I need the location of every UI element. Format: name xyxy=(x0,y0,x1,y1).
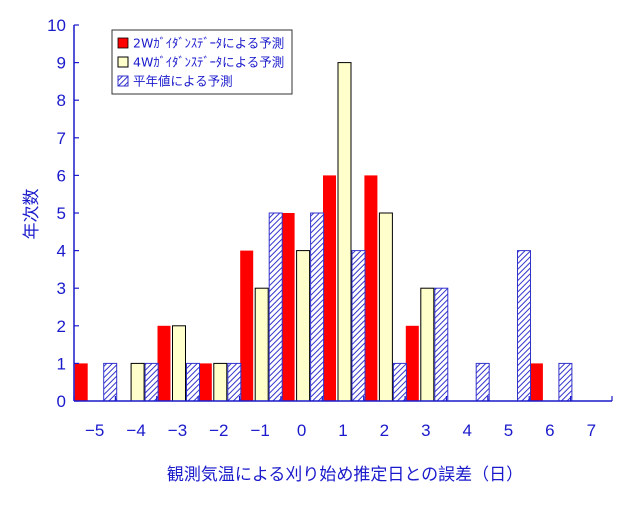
bar-series2-cat2 xyxy=(172,325,186,402)
bar-series3-cat7 xyxy=(392,362,407,402)
y-tick-label: 1 xyxy=(57,354,66,373)
legend-label-2w: 2Wｶﾞｲﾀﾞﾝｽﾃﾞｰﾀによる予測 xyxy=(133,36,284,51)
legend-label-4w: 4Wｶﾞｲﾀﾞﾝｽﾃﾞｰﾀによる予測 xyxy=(133,55,284,70)
bar-series1-cat2 xyxy=(157,325,171,401)
bar-series3-cat2 xyxy=(186,362,200,402)
bar-series1-cat8 xyxy=(405,325,419,401)
ticks-layer: 0 1 2 3 4 5 6 7 8 9 10 −5 −4 −3 −2 −1 0 1 2 3 4 5 6 7 xyxy=(47,16,596,440)
x-tick-label: 2 xyxy=(380,421,389,440)
bar-series2-cat5 xyxy=(296,250,311,402)
bar-series2-cat6 xyxy=(337,62,352,402)
legend: 2Wｶﾞｲﾀﾞﾝｽﾃﾞｰﾀによる予測 4Wｶﾞｲﾀﾞﾝｽﾃﾞｰﾀによる予測 平年… xyxy=(111,29,293,95)
x-tick-label: −5 xyxy=(85,421,104,440)
legend-swatch-normal xyxy=(117,75,129,87)
x-tick-label: −4 xyxy=(126,421,145,440)
bar-series3-cat9 xyxy=(475,362,490,402)
y-tick-label: 8 xyxy=(57,91,66,110)
bar-series1-cat7 xyxy=(364,175,378,401)
y-tick-label: 2 xyxy=(57,317,66,336)
x-tick-label: 6 xyxy=(545,421,554,440)
bar-series3-cat0 xyxy=(103,362,118,402)
bar-series1-cat0 xyxy=(74,363,88,401)
bar-series3-cat10 xyxy=(517,250,531,402)
legend-swatch-4w xyxy=(117,56,129,68)
bar-series1-cat6 xyxy=(323,175,336,401)
bar-series2-cat7 xyxy=(378,212,393,402)
x-tick-label: 1 xyxy=(338,421,347,440)
axes-layer xyxy=(73,24,613,402)
legend-swatch-2w xyxy=(117,37,129,49)
x-tick-label: 7 xyxy=(587,421,596,440)
legend-box xyxy=(111,29,293,95)
y-tick-label: 9 xyxy=(57,54,66,73)
x-tick-label: 4 xyxy=(462,421,471,440)
x-tick-label: −2 xyxy=(209,421,228,440)
bar-series1-cat3 xyxy=(198,363,212,401)
y-tick-label: 4 xyxy=(57,242,66,261)
y-tick-label: 0 xyxy=(57,392,66,411)
y-tick-label: 3 xyxy=(57,279,66,298)
y-tick-label: 7 xyxy=(57,129,66,148)
bar-series2-cat1 xyxy=(130,362,145,402)
bar-series3-cat4 xyxy=(268,212,283,402)
bar-series1-cat4 xyxy=(240,250,254,401)
x-tick-label: 3 xyxy=(421,421,430,440)
legend-label-normal: 平年値による予測 xyxy=(133,74,233,89)
y-tick-label: 6 xyxy=(57,166,66,185)
x-tick-label: −1 xyxy=(251,421,270,440)
y-axis-label: 年次数 xyxy=(22,189,42,240)
bar-series3-cat5 xyxy=(310,212,325,402)
bar-series2-cat8 xyxy=(420,287,435,402)
y-tick-label: 5 xyxy=(57,204,66,223)
x-axis-label: 観測気温による刈り始め推定日との誤差（日） xyxy=(167,465,523,485)
x-tick-label: 5 xyxy=(504,421,513,440)
bar-series2-cat3 xyxy=(213,362,228,402)
bar-series3-cat11 xyxy=(558,362,573,402)
x-tick-label: 0 xyxy=(297,421,306,440)
bar-series1-cat5 xyxy=(281,213,295,401)
bars-layer xyxy=(74,62,573,402)
bar-series3-cat1 xyxy=(144,362,159,402)
y-tick-label: 10 xyxy=(47,16,66,35)
bar-series3-cat8 xyxy=(434,287,449,402)
bar-series2-cat4 xyxy=(254,287,269,402)
bar-series3-cat6 xyxy=(351,250,366,402)
bar-series3-cat3 xyxy=(227,362,242,402)
x-tick-label: −3 xyxy=(168,421,187,440)
bar-series1-cat11 xyxy=(529,363,543,401)
